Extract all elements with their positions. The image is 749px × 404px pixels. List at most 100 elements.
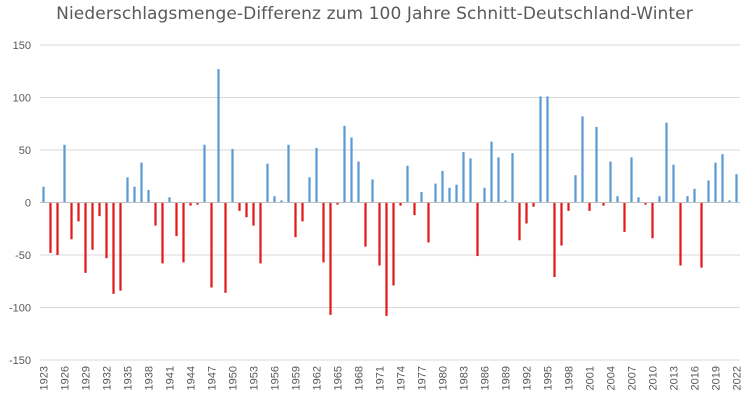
bar-1946 [203,144,206,203]
bar-1950 [231,148,234,203]
bar-1981 [448,187,451,203]
bar-1940 [161,202,164,264]
x-tick-label: 1947 [207,366,219,390]
x-tick-label: 1998 [564,366,576,390]
x-tick-label: 2022 [732,366,744,390]
x-tick-label: 2010 [648,366,660,390]
bar-2011 [658,196,661,203]
y-tick-label: 150 [13,40,31,52]
bar-1947 [210,202,213,288]
bar-2022 [735,174,738,203]
x-tick-label: 1956 [270,366,282,390]
y-axis: -150 -100 -50 0 50 100 150 [9,40,31,367]
bar-1988 [497,157,500,203]
bar-1939 [154,202,157,226]
bar-1935 [126,177,129,203]
bar-1996 [553,202,556,278]
bar-1995 [546,96,549,203]
bar-1932 [105,202,108,259]
bar-2000 [581,116,584,203]
bar-1936 [133,186,136,203]
bar-1956 [273,196,276,203]
y-tick-label: 0 [25,198,31,210]
bar-1993 [532,202,535,207]
bar-2004 [609,161,612,203]
x-tick-label: 1929 [81,366,93,390]
bar-1969 [364,202,367,247]
x-tick-label: 1932 [102,366,114,390]
gridlines [40,44,740,361]
x-tick-label: 1962 [312,366,324,390]
bar-1943 [182,202,185,263]
x-tick-label: 2016 [690,366,702,390]
y-tick-label: -50 [15,250,31,262]
bar-1941 [168,197,171,203]
x-tick-label: 1935 [123,366,135,390]
x-tick-label: 1986 [480,366,492,390]
bar-1989 [504,200,507,203]
bar-1987 [490,141,493,203]
bar-2020 [721,154,724,203]
bar-1964 [329,202,332,315]
x-tick-label: 1983 [459,366,471,390]
bar-1982 [455,184,458,203]
x-tick-label: 1974 [396,366,408,390]
x-tick-label: 2007 [627,366,639,390]
y-tick-label: -100 [9,303,31,315]
bar-1930 [91,202,94,250]
bar-1986 [483,187,486,203]
bar-2012 [665,122,668,203]
bar-1994 [539,96,542,203]
x-tick-label: 1959 [291,366,303,390]
x-tick-label: 1941 [165,366,177,390]
bar-1945 [196,202,199,205]
x-tick-label: 1923 [39,366,51,390]
bar-1924 [49,202,52,253]
bar-2001 [588,202,591,211]
bar-1952 [245,202,248,218]
x-tick-label: 1977 [417,366,429,390]
x-tick-label: 1938 [144,366,156,390]
chart-title: Niederschlagsmenge-Differenz zum 100 Jah… [56,4,693,24]
bar-1937 [140,162,143,203]
bar-2014 [679,202,682,266]
y-tick-label: -150 [9,355,31,367]
bar-1959 [294,202,297,238]
bar-1967 [350,137,353,203]
x-tick-label: 2019 [711,366,723,390]
bars [42,69,738,316]
bar-2008 [637,197,640,203]
bar-1998 [567,202,570,211]
x-tick-label: 1995 [543,366,555,390]
bar-1948 [217,69,220,203]
bar-1942 [175,202,178,237]
bar-2002 [595,126,598,203]
bar-1970 [371,179,374,203]
bar-1973 [392,202,395,286]
bar-1955 [266,163,269,203]
bar-2006 [623,202,626,232]
bar-2016 [693,188,696,203]
bar-1957 [280,200,283,203]
bar-1953 [252,202,255,226]
bar-1962 [315,147,318,203]
x-tick-label: 1992 [522,366,534,390]
bar-2003 [602,202,605,206]
bar-1927 [70,202,73,240]
bar-1963 [322,202,325,263]
bar-1971 [378,202,381,266]
bar-1976 [413,202,416,216]
bar-1977 [420,192,423,203]
bar-2019 [714,162,717,203]
x-tick-label: 1965 [333,366,345,390]
bar-1926 [63,144,66,203]
bar-1972 [385,202,388,316]
bar-1960 [301,202,304,222]
bar-2005 [616,196,619,203]
bar-1949 [224,202,227,293]
bar-2009 [644,202,647,205]
bar-2007 [630,157,633,203]
bar-2018 [707,180,710,203]
x-tick-label: 2013 [669,366,681,390]
